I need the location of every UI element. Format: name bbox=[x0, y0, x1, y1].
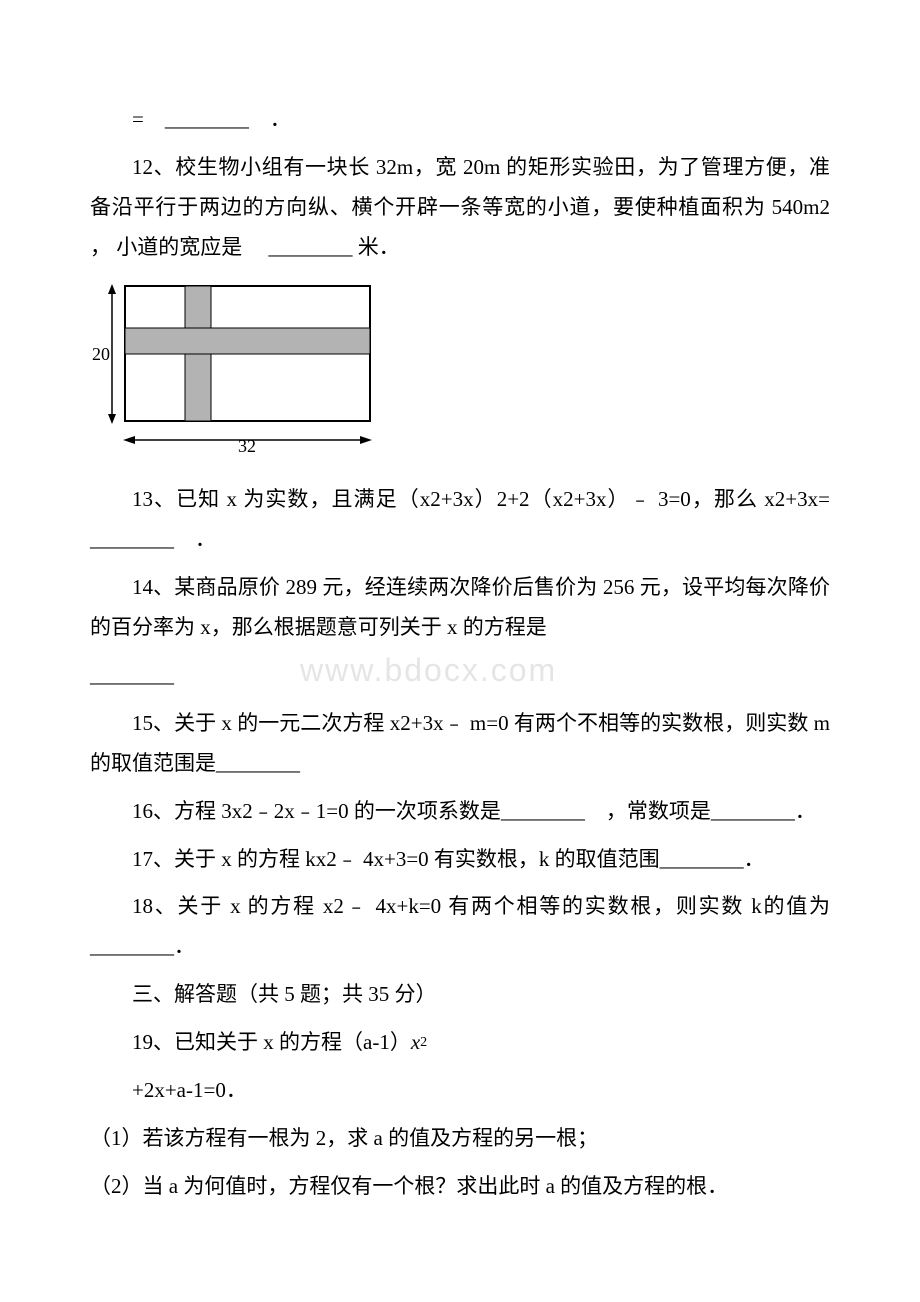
q19-sup: 2 bbox=[420, 1035, 427, 1050]
q11-tail: = ________ ． bbox=[90, 100, 830, 140]
q19-a: 19、已知关于 x 的方程（a-1） bbox=[132, 1030, 411, 1054]
q14-text: 14、某商品原价 289 元，经连续两次降价后售价为 256 元，设平均每次降价… bbox=[90, 568, 830, 648]
q19-line1: 19、已知关于 x 的方程（a-1）x2 bbox=[90, 1023, 830, 1063]
q19-sub2: （2）当 a 为何值时，方程仅有一个根？求出此时 a 的值及方程的根． bbox=[90, 1167, 830, 1207]
width-label: 32 bbox=[238, 436, 256, 455]
q12-text: 12、校生物小组有一块长 32m，宽 20m 的矩形实验田，为了管理方便，准备沿… bbox=[90, 148, 830, 268]
section3-heading: 三、解答题（共 5 题；共 35 分） bbox=[90, 975, 830, 1015]
document-body: = ________ ． 12、校生物小组有一块长 32m，宽 20m 的矩形实… bbox=[0, 0, 920, 1275]
q14-blank: ________ bbox=[90, 656, 830, 696]
q13-text: 13、已知 x 为实数，且满足（x2+3x）2+2（x2+3x）﹣ 3=0，那么… bbox=[90, 480, 830, 560]
q18-text: 18、关于 x 的方程 x2﹣ 4x+k=0 有两个相等的实数根，则实数 k的值… bbox=[90, 887, 830, 967]
diagram-svg: 20 32 bbox=[90, 280, 390, 455]
q17-text: 17、关于 x 的方程 kx2﹣ 4x+3=0 有实数根，k 的取值范围____… bbox=[90, 840, 830, 880]
q19-sub1: （1）若该方程有一根为 2，求 a 的值及方程的另一根； bbox=[90, 1119, 830, 1159]
q15-text: 15、关于 x 的一元二次方程 x2+3x﹣ m=0 有两个不相等的实数根，则实… bbox=[90, 704, 830, 784]
q19-var: x bbox=[411, 1030, 420, 1054]
height-label: 20 bbox=[92, 344, 110, 364]
field-diagram: 20 32 bbox=[90, 280, 830, 469]
q19-line2: +2x+a-1=0． bbox=[90, 1071, 830, 1111]
q16-text: 16、方程 3x2﹣2x﹣1=0 的一次项系数是________ ，常数项是__… bbox=[90, 792, 830, 832]
